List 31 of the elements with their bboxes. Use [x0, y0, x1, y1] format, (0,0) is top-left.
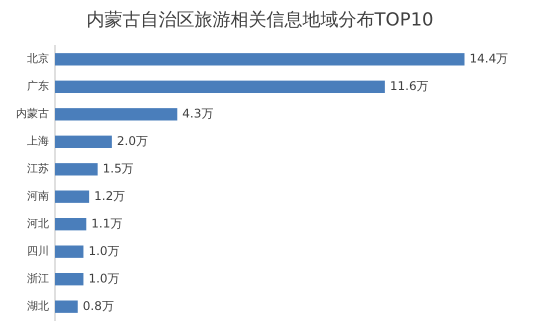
bar	[55, 190, 90, 203]
y-tick-label: 江苏	[27, 162, 49, 176]
y-tick-label: 北京	[27, 52, 49, 66]
bar	[55, 80, 385, 94]
y-tick-label: 湖北	[27, 300, 49, 313]
y-tick-label: 广东	[27, 80, 49, 93]
data-label: 14.4万	[470, 51, 508, 66]
bar	[55, 300, 78, 313]
data-label: 2.0万	[116, 134, 148, 148]
data-label: 1.1万	[91, 216, 122, 230]
bar	[55, 53, 464, 66]
y-tick-label: 上海	[27, 134, 49, 148]
y-tick-label: 浙江	[27, 272, 49, 286]
bar	[55, 218, 86, 230]
y-tick-label: 四川	[27, 244, 49, 258]
y-tick-label: 内蒙古	[16, 107, 49, 120]
data-label: 4.3万	[182, 106, 214, 120]
data-label: 0.8万	[82, 298, 114, 313]
bar	[55, 136, 112, 148]
bar	[55, 246, 84, 258]
y-tick-label: 河南	[27, 190, 49, 203]
data-label: 1.0万	[88, 271, 120, 286]
data-label: 11.6万	[390, 78, 429, 93]
bar	[55, 108, 178, 120]
bar	[55, 272, 84, 286]
y-tick-label: 河北	[27, 217, 49, 230]
data-label: 1.0万	[88, 244, 120, 258]
data-label: 1.5万	[102, 161, 134, 176]
bar	[55, 163, 98, 176]
chart-title: 内蒙古自治区旅游相关信息地域分布TOP10	[86, 9, 434, 30]
data-label: 1.2万	[94, 188, 126, 203]
